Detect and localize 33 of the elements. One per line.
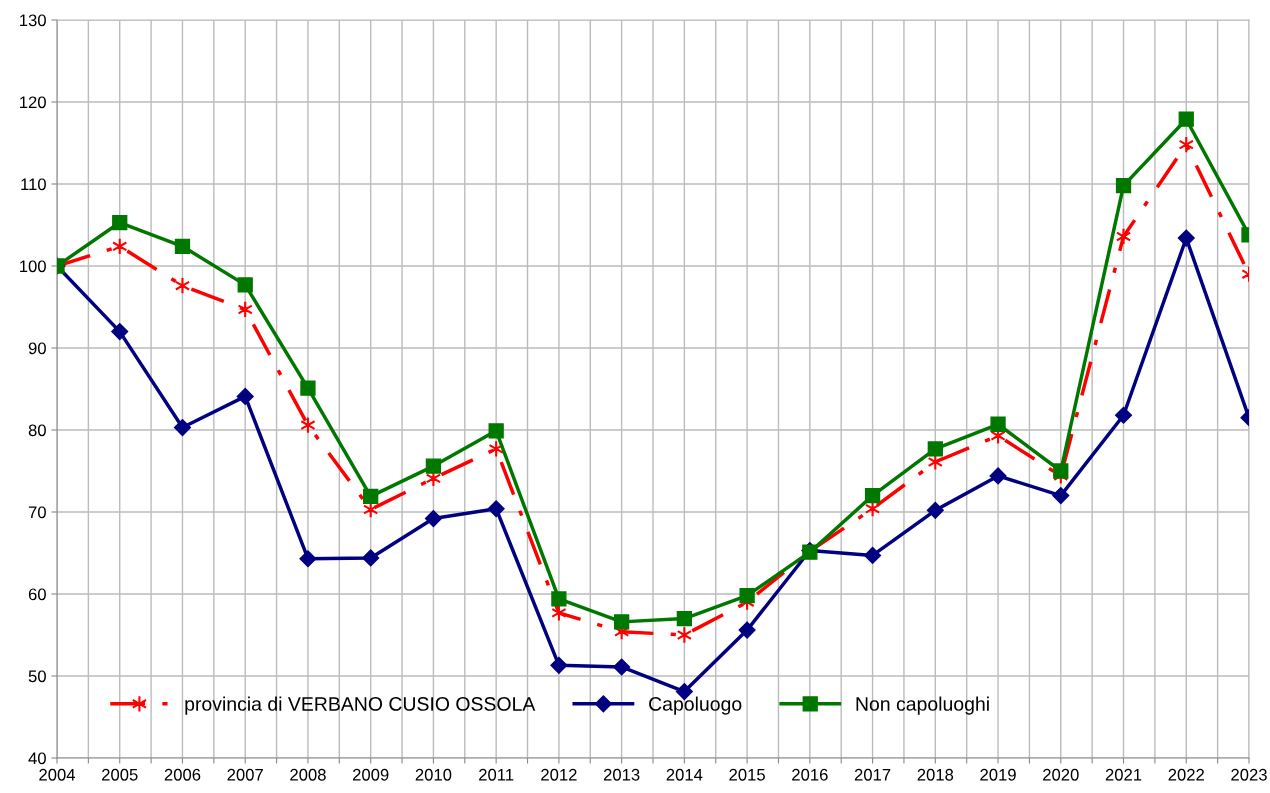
x-tick-label: 2010 xyxy=(415,768,452,781)
y-tick-label: 130 xyxy=(20,14,46,27)
y-tick-label: 60 xyxy=(28,588,46,601)
x-tick-label: 2005 xyxy=(102,768,138,781)
x-tick-label: 2013 xyxy=(603,768,640,781)
legend-label: provincia di VERBANO CUSIO OSSOLA xyxy=(185,696,536,715)
x-tick-label: 2016 xyxy=(792,768,828,781)
x-tick-label: 2021 xyxy=(1105,768,1142,781)
x-tick-label: 2006 xyxy=(164,768,201,781)
y-tick-label: 90 xyxy=(28,342,46,355)
y-tick-label: 80 xyxy=(28,424,46,437)
x-tick-label: 2023 xyxy=(1231,768,1267,781)
legend-label: Non capoluoghi xyxy=(856,696,989,715)
x-tick-label: 2022 xyxy=(1168,768,1204,781)
x-tick-label: 2015 xyxy=(729,768,765,781)
y-tick-label: 70 xyxy=(28,506,46,519)
legend-label: Capoluogo xyxy=(649,696,742,715)
x-tick-label: 2014 xyxy=(666,768,703,781)
x-tick-label: 2009 xyxy=(352,768,389,781)
x-tick-label: 2017 xyxy=(854,768,891,781)
x-tick-label: 2004 xyxy=(39,768,76,781)
y-tick-label: 110 xyxy=(21,178,46,191)
x-tick-label: 2018 xyxy=(917,768,954,781)
y-tick-label: 50 xyxy=(28,670,46,683)
x-tick-label: 2012 xyxy=(541,768,577,781)
x-tick-label: 2007 xyxy=(227,768,263,781)
x-tick-label: 2020 xyxy=(1043,768,1079,781)
x-tick-label: 2008 xyxy=(290,768,326,781)
y-tick-label: 40 xyxy=(28,752,46,765)
y-tick-label: 120 xyxy=(20,96,46,109)
y-tick-label: 100 xyxy=(20,260,46,273)
x-tick-label: 2019 xyxy=(980,768,1016,781)
x-tick-label: 2011 xyxy=(479,768,514,781)
